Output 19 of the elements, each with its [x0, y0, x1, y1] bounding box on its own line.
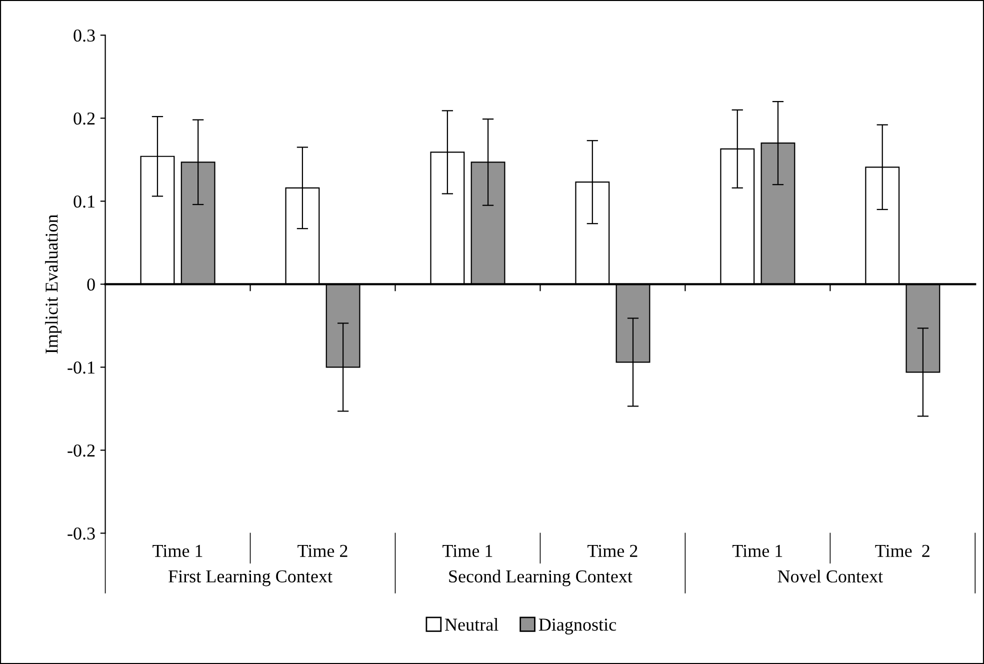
text: Novel Context: [778, 570, 883, 583]
y-tick-label: 0: [87, 278, 95, 291]
y-tick-label: -0.3: [68, 527, 95, 540]
x-tick-label: Time 1: [152, 544, 202, 558]
y-tick-label: -0.1: [68, 361, 94, 374]
y-axis-title: Implicit Evaluation: [45, 214, 62, 354]
text: Second Learning Context: [449, 570, 632, 586]
legend-label: Diagnostic: [538, 618, 616, 634]
y-tick-label: 0.2: [74, 112, 95, 125]
x-tick-label: Time 2: [298, 544, 348, 558]
y-tick-label: 0.3: [74, 29, 95, 42]
text: First Learning Context: [168, 570, 332, 586]
legend-label: Neutral: [445, 618, 498, 631]
x-tick-label: Time 2: [588, 544, 638, 558]
x-tick-label: Time 1: [442, 544, 492, 558]
y-tick-label: -0.2: [68, 444, 95, 457]
x-tick-label: Time 2: [875, 544, 930, 558]
x-tick-label: Time 1: [732, 544, 782, 558]
y-tick-label: 0.1: [74, 195, 94, 208]
